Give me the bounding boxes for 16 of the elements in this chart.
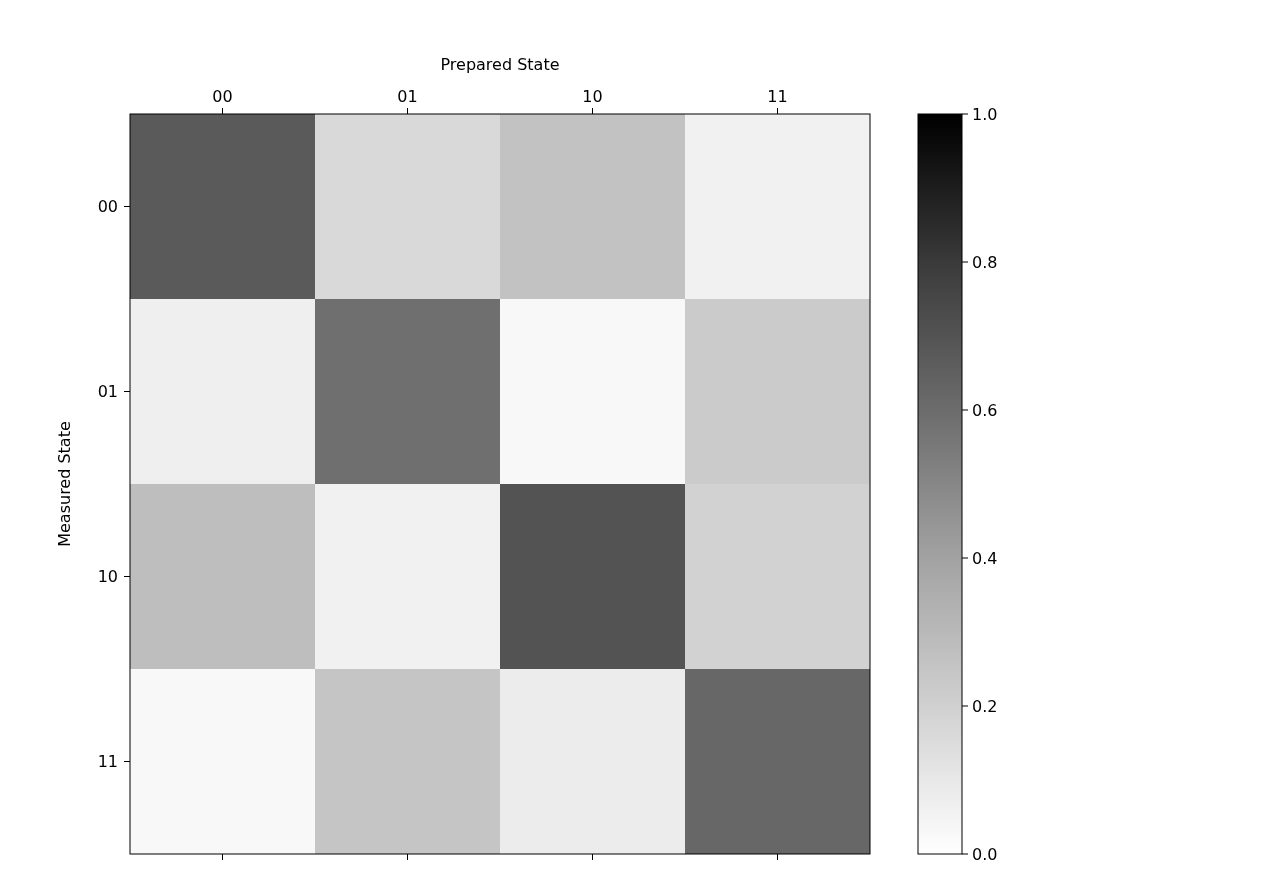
y-tick-label: 01 <box>97 382 118 402</box>
y-tick-label: 10 <box>97 567 118 587</box>
y-axis-title: Measured State <box>55 421 74 547</box>
color-bar-label: 0.4 <box>972 548 998 568</box>
y-tick-label: 00 <box>97 197 118 217</box>
color-bar-label: 0.8 <box>972 252 998 272</box>
x-tick-label: 11 <box>767 87 788 106</box>
color-bar-label: 1.0 <box>972 104 998 124</box>
x-axis-title: Prepared State <box>440 55 560 74</box>
color-bar-label: 0.2 <box>972 696 998 716</box>
x-tick-label: 10 <box>582 87 603 106</box>
color-bar-label: 0.0 <box>972 844 998 864</box>
x-tick-label: 01 <box>397 87 418 106</box>
y-tick-label: 11 <box>97 752 118 772</box>
x-tick-label: 00 <box>212 87 233 106</box>
color-bar-label: 0.6 <box>972 400 998 420</box>
